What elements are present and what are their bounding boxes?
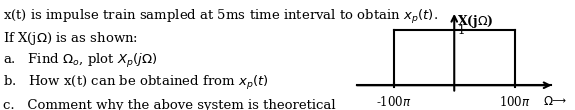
Text: c.   Comment why the above system is theoretical: c. Comment why the above system is theor… xyxy=(3,99,336,110)
Text: $\longrightarrow$: $\longrightarrow$ xyxy=(550,95,568,105)
Text: x(t) is impulse train sampled at 5ms time interval to obtain $x_p(t)$.: x(t) is impulse train sampled at 5ms tim… xyxy=(3,8,438,26)
Text: X(j$\Omega$): X(j$\Omega$) xyxy=(457,13,493,30)
Text: a.   Find $\Omega_o$, plot $X_p(j\Omega)$: a. Find $\Omega_o$, plot $X_p(j\Omega)$ xyxy=(3,52,158,70)
Text: 100$\pi$: 100$\pi$ xyxy=(499,95,531,109)
Text: If X(j$\Omega$) is as shown:: If X(j$\Omega$) is as shown: xyxy=(3,30,139,47)
Text: -100$\pi$: -100$\pi$ xyxy=(375,95,411,109)
Text: 1: 1 xyxy=(458,24,465,37)
Text: b.   How x(t) can be obtained from $x_p(t)$: b. How x(t) can be obtained from $x_p(t)… xyxy=(3,74,269,92)
Text: $\Omega$: $\Omega$ xyxy=(543,95,554,108)
